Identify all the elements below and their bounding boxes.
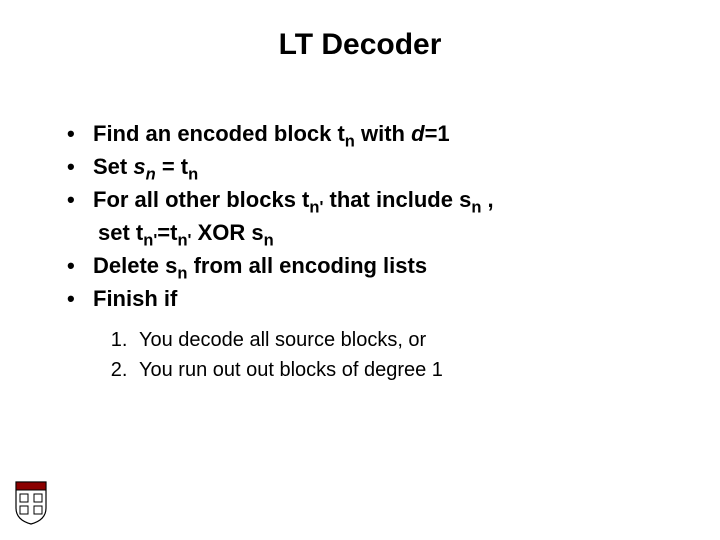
b3l2-xor: XOR s <box>191 220 263 245</box>
slide: LT Decoder Find an encoded block tn with… <box>0 0 720 540</box>
b3l2-eq: =t <box>157 220 177 245</box>
b3-text-c: , <box>481 187 493 212</box>
b3-text-a: For all other blocks t <box>93 187 309 212</box>
b3l2-sub3: n <box>264 231 274 249</box>
bullet-list-2: Delete sn from all encoding lists Finish… <box>65 249 670 315</box>
b1-text-c: =1 <box>425 121 450 146</box>
slide-title: LT Decoder <box>50 28 670 62</box>
sub-1: You decode all source blocks, or <box>133 325 670 355</box>
b1-sub: n <box>345 132 355 150</box>
b1-d: d <box>411 121 424 146</box>
bullet-3-line2: set tn'=tn' XOR sn <box>50 216 670 249</box>
b4-text-a: Delete s <box>93 253 177 278</box>
b5-text: Finish if <box>93 286 177 311</box>
b3l2-a: set t <box>98 220 143 245</box>
brown-shield-icon <box>14 480 48 526</box>
b3l2-sub1: n' <box>143 231 157 249</box>
b3l2-sub2: n' <box>177 231 191 249</box>
bullet-1: Find an encoded block tn with d=1 <box>65 117 670 150</box>
b2-eq: = t <box>156 154 188 179</box>
bullet-4: Delete sn from all encoding lists <box>65 249 670 282</box>
bullet-3: For all other blocks tn' that include sn… <box>65 183 670 216</box>
b2-sub2: n <box>188 165 198 183</box>
b3-text-b: that include s <box>323 187 471 212</box>
b1-text-a: Find an encoded block t <box>93 121 345 146</box>
b4-text-b: from all encoding lists <box>187 253 427 278</box>
sub-2: You run out out blocks of degree 1 <box>133 355 670 385</box>
b1-text-b: with <box>355 121 411 146</box>
b4-sub: n <box>177 264 187 282</box>
bullet-5: Finish if <box>65 282 670 315</box>
b3-sub1: n' <box>309 198 323 216</box>
bullet-list: Find an encoded block tn with d=1 Set sn… <box>65 117 670 216</box>
b3-sub2: n <box>471 198 481 216</box>
b2-s: s <box>133 154 145 179</box>
numbered-sublist: You decode all source blocks, or You run… <box>105 325 670 385</box>
b2-text-a: Set <box>93 154 133 179</box>
bullet-2: Set sn = tn <box>65 150 670 183</box>
b2-sub1: n <box>146 165 156 183</box>
